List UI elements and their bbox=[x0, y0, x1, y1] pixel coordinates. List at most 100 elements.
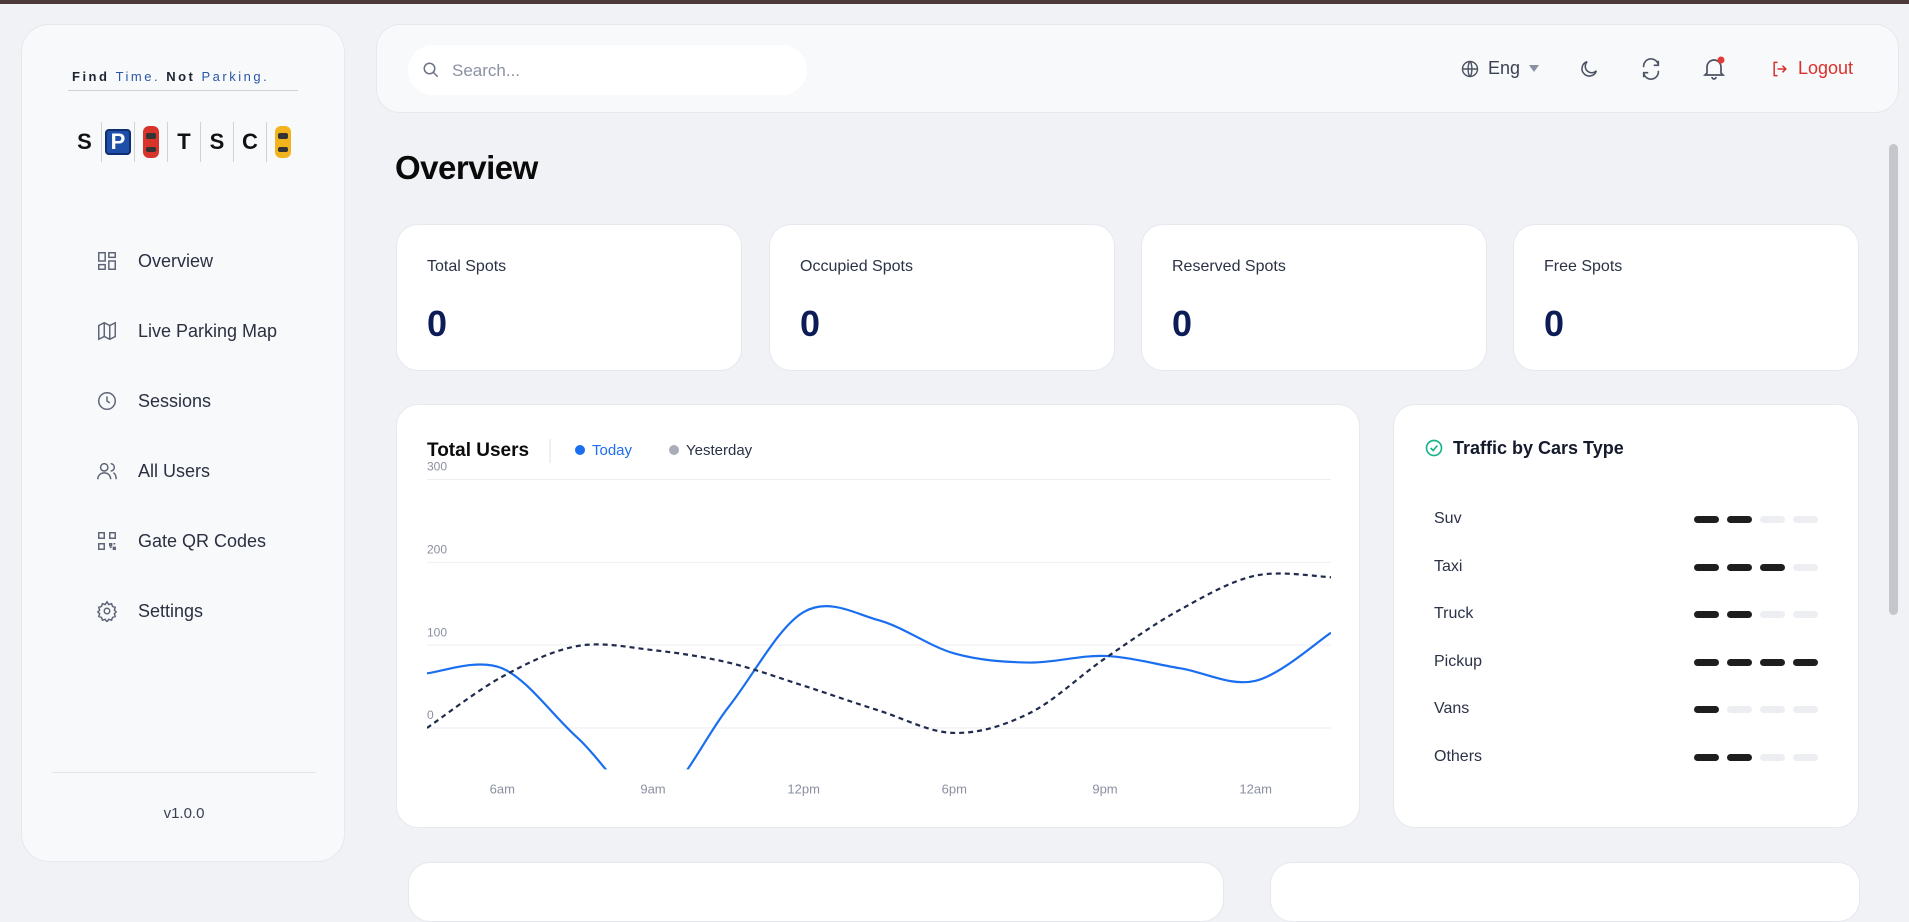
nav-label: Overview bbox=[138, 250, 214, 271]
dash-empty bbox=[1760, 516, 1785, 523]
traffic-level bbox=[1694, 516, 1826, 523]
dash-empty bbox=[1760, 754, 1785, 761]
y-tick-label: 100 bbox=[427, 625, 447, 639]
logo-car-yellow bbox=[266, 122, 299, 162]
dash-empty bbox=[1760, 611, 1785, 619]
x-tick-label: 6pm bbox=[942, 781, 967, 796]
traffic-label: Vans bbox=[1434, 700, 1470, 718]
tagline-word: Not bbox=[166, 69, 196, 84]
stat-card: Free Spots 0 bbox=[1513, 224, 1859, 371]
legend-label: Yesterday bbox=[686, 442, 753, 459]
nav-label: Live Parking Map bbox=[138, 320, 278, 341]
traffic-level bbox=[1694, 563, 1826, 571]
dash-empty bbox=[1793, 611, 1818, 619]
traffic-card: Traffic by Cars Type Suv Taxi Truck Pickup V… bbox=[1393, 404, 1859, 828]
dash-filled bbox=[1727, 563, 1752, 571]
dash-filled bbox=[1694, 658, 1719, 666]
y-tick-label: 200 bbox=[427, 543, 447, 557]
scrollbar[interactable] bbox=[1889, 144, 1898, 615]
divider bbox=[52, 772, 316, 773]
dash-filled bbox=[1694, 563, 1719, 571]
search-box[interactable]: Search... bbox=[408, 45, 807, 95]
logo-letter: T bbox=[167, 122, 200, 162]
language-label: Eng bbox=[1488, 58, 1521, 78]
nav-item[interactable]: Overview bbox=[96, 246, 213, 276]
series-line bbox=[427, 572, 1331, 735]
legend-dot bbox=[575, 445, 585, 455]
dash-filled bbox=[1694, 706, 1719, 714]
stat-label: Free Spots bbox=[1544, 258, 1623, 275]
legend-label: Today bbox=[592, 442, 633, 459]
traffic-label: Truck bbox=[1434, 605, 1474, 623]
search-placeholder: Search... bbox=[452, 61, 521, 80]
lower-card bbox=[1270, 862, 1860, 922]
x-tick-label: 12am bbox=[1239, 781, 1272, 796]
stat-card: Occupied Spots 0 bbox=[769, 224, 1115, 371]
stat-label: Occupied Spots bbox=[800, 258, 913, 275]
traffic-title: Traffic by Cars Type bbox=[1453, 438, 1624, 458]
x-tick-label: 9pm bbox=[1092, 781, 1117, 796]
logo-letter: S bbox=[200, 122, 233, 162]
x-tick-label: 9am bbox=[640, 781, 665, 796]
dash-empty bbox=[1727, 706, 1752, 714]
x-tick-label: 12pm bbox=[787, 781, 820, 796]
dash-empty bbox=[1760, 706, 1785, 714]
top-strip bbox=[0, 0, 1909, 4]
tagline-word: Time. bbox=[115, 69, 161, 84]
x-tick-label: 6am bbox=[490, 781, 515, 796]
stat-value: 0 bbox=[1172, 303, 1193, 344]
traffic-icon bbox=[1425, 439, 1443, 457]
dash-filled bbox=[1760, 563, 1785, 571]
refresh-button[interactable] bbox=[1640, 58, 1662, 80]
dash-filled bbox=[1727, 516, 1752, 523]
traffic-level bbox=[1694, 706, 1826, 714]
traffic-level bbox=[1694, 754, 1826, 761]
dash-filled bbox=[1694, 611, 1719, 619]
chart-title: Total Users bbox=[427, 440, 529, 461]
tagline-word: Parking. bbox=[201, 69, 270, 84]
y-tick-label: 300 bbox=[427, 460, 447, 474]
tagline-word: Find bbox=[72, 69, 110, 84]
chart-card: Total Users 0 100 200 300 6am 9am 12pm 6pm 9pm 12… bbox=[396, 404, 1360, 828]
page-title: Overview bbox=[395, 149, 538, 186]
logo-rule bbox=[68, 90, 298, 91]
stat-value: 0 bbox=[1544, 303, 1565, 344]
dash-filled bbox=[1694, 516, 1719, 523]
version: v1.0.0 bbox=[163, 805, 205, 822]
theme-toggle[interactable] bbox=[1578, 58, 1600, 80]
nav-label: Settings bbox=[138, 600, 204, 621]
logout-button[interactable]: Logout bbox=[1770, 58, 1853, 79]
dash-empty bbox=[1793, 754, 1818, 761]
logo-letter: C bbox=[233, 122, 266, 162]
nav-item[interactable]: Live Parking Map bbox=[96, 316, 277, 346]
logo-letter: S bbox=[77, 129, 92, 154]
traffic-label: Pickup bbox=[1434, 652, 1483, 670]
nav-label: Sessions bbox=[138, 390, 212, 411]
nav-item[interactable]: Sessions bbox=[96, 386, 211, 416]
dash-filled bbox=[1727, 754, 1752, 761]
stat-card: Total Spots 0 bbox=[396, 224, 742, 371]
dash-filled bbox=[1727, 611, 1752, 619]
stat-label: Total Spots bbox=[427, 258, 507, 275]
stat-value: 0 bbox=[800, 303, 821, 344]
dash-filled bbox=[1694, 754, 1719, 761]
traffic-label: Taxi bbox=[1434, 557, 1463, 575]
nav-item[interactable]: All Users bbox=[96, 456, 210, 486]
search-icon bbox=[423, 62, 439, 78]
nav-item[interactable]: Settings bbox=[96, 596, 203, 626]
logo-letter: P bbox=[105, 129, 131, 155]
logo-tagline: Find Time. Not Parking. bbox=[72, 69, 269, 84]
series-line bbox=[427, 605, 1331, 770]
language-select[interactable]: Eng bbox=[1460, 58, 1540, 79]
sidebar: Find Time. Not Parking. S P T S C Overvi… bbox=[21, 24, 345, 862]
logo-cell: P bbox=[101, 122, 134, 162]
dash-empty bbox=[1793, 563, 1818, 571]
notifications[interactable] bbox=[1701, 55, 1727, 81]
header: Search... Eng Logout bbox=[376, 24, 1899, 113]
dash-filled bbox=[1760, 658, 1785, 666]
nav-item[interactable]: Gate QR Codes bbox=[96, 526, 266, 556]
logo-car-red bbox=[134, 122, 167, 162]
dash-filled bbox=[1793, 658, 1818, 666]
traffic-label: Suv bbox=[1434, 510, 1462, 527]
